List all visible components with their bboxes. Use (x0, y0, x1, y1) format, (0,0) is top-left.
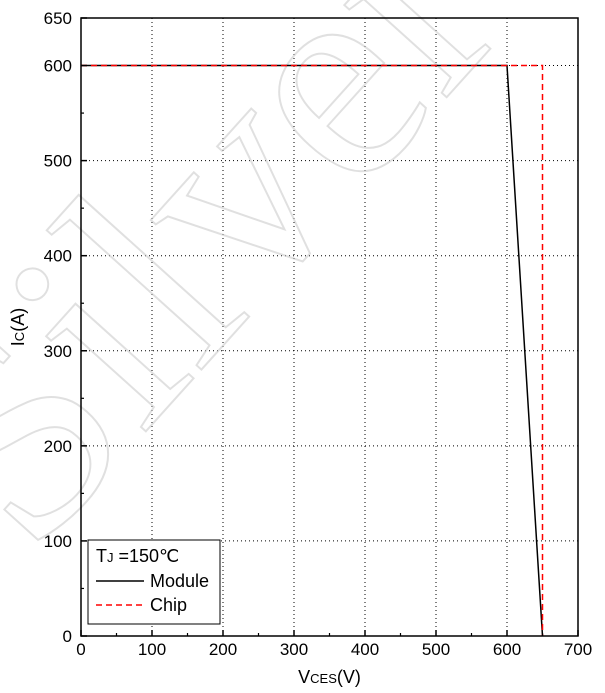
x-tick-label: 300 (280, 640, 308, 659)
legend-box (87, 539, 221, 625)
x-tick-label: 700 (564, 640, 592, 659)
x-tick-label: 200 (209, 640, 237, 659)
x-axis-title: VCES(V) (298, 667, 361, 687)
y-tick-label: 650 (44, 9, 72, 28)
tick-labels: 0 100 200 300 400 500 600 700 0 100 200 300 400 500 60… (44, 9, 593, 659)
legend-label-module: Module (150, 571, 209, 591)
watermark: Silver (0, 0, 559, 604)
x-tick-label: 400 (351, 640, 379, 659)
legend-label-chip: Chip (150, 595, 187, 615)
y-tick-label: 300 (44, 342, 72, 361)
y-tick-label: 500 (44, 152, 72, 171)
x-tick-label: 500 (422, 640, 450, 659)
axis-titles: VCES(V) IC(A) (8, 308, 361, 687)
legend-title: TJ =150℃ (96, 546, 179, 566)
x-tick-label: 100 (138, 640, 166, 659)
watermark-text: Silver (0, 0, 559, 604)
y-tick-label: 100 (44, 532, 72, 551)
y-tick-label: 400 (44, 247, 72, 266)
y-tick-label: 600 (44, 57, 72, 76)
axis-ticks (80, 17, 579, 637)
x-tick-label: 0 (76, 640, 85, 659)
series-lines (81, 64, 544, 637)
y-tick-label: 200 (44, 437, 72, 456)
x-tick-label: 600 (493, 640, 521, 659)
y-axis-title: IC(A) (8, 308, 28, 346)
series-line-chip (81, 64, 544, 636)
y-tick-label: 0 (63, 627, 72, 646)
legend: TJ =150℃ Module Chip (87, 539, 221, 625)
